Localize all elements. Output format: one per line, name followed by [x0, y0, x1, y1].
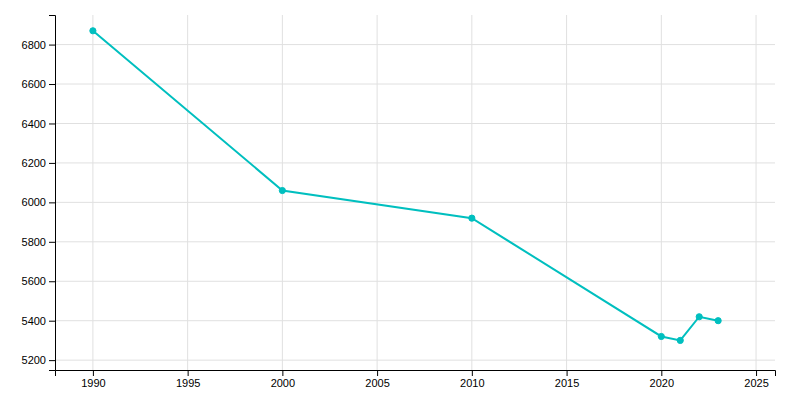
tick: 5400: [22, 315, 55, 327]
tick-label: 1990: [81, 377, 105, 389]
tick: 2015: [555, 370, 579, 389]
tick-label: 6800: [22, 39, 46, 51]
grid-line: [55, 241, 775, 242]
tick-mark: [49, 281, 55, 282]
tick-label: 2020: [650, 377, 674, 389]
grid-line: [55, 281, 775, 282]
tick-label: 5800: [22, 236, 46, 248]
plot-area: 1990 1995 2000 2005 2010 2015 2020 2025 5200 5400…: [22, 15, 776, 389]
tick-label: 2025: [744, 377, 768, 389]
tick-mark: [472, 370, 473, 376]
tick: 5800: [22, 236, 55, 248]
point: [90, 28, 96, 34]
tick-mark: [377, 370, 378, 376]
tick: 6400: [22, 117, 55, 129]
tick-mark: [49, 45, 55, 46]
tick-label: 6400: [22, 117, 46, 129]
grid-line: [661, 15, 662, 370]
tick-mark: [661, 370, 662, 376]
tick: 5200: [22, 354, 55, 366]
grid-line: [55, 123, 775, 124]
tick-mark: [756, 370, 757, 376]
line: [93, 31, 718, 341]
tick-label: 6000: [22, 196, 46, 208]
point: [469, 215, 475, 221]
tick-mark: [49, 242, 55, 243]
tick-mark: [93, 370, 94, 376]
grid-line: [55, 320, 775, 321]
chart: 1990 1995 2000 2005 2010 2015 2020 2025 5200 5400…: [0, 0, 800, 400]
grid-line: [55, 84, 775, 85]
tick-mark: [188, 370, 189, 376]
tick: 2020: [650, 370, 674, 389]
tick: 5600: [22, 275, 55, 287]
tick-label: 2005: [365, 377, 389, 389]
tick: 1995: [176, 370, 200, 389]
point: [677, 337, 683, 343]
tick-mark: [567, 370, 568, 376]
point: [715, 318, 721, 324]
tick-label: 1995: [176, 377, 200, 389]
tick-label: 2015: [555, 377, 579, 389]
grid-line: [92, 15, 93, 370]
tick-label: 6200: [22, 157, 46, 169]
tick: 2000: [271, 370, 295, 389]
point: [696, 314, 702, 320]
grid-line: [55, 44, 775, 45]
grid-line: [566, 15, 567, 370]
tick: 1990: [81, 370, 105, 389]
tick: 6200: [22, 157, 55, 169]
point: [658, 333, 664, 339]
grid-line: [55, 360, 775, 361]
tick-mark: [49, 163, 55, 164]
tick: 6800: [22, 39, 55, 51]
tick: 6600: [22, 78, 55, 90]
tick-mark: [49, 321, 55, 322]
tick: 2025: [744, 370, 768, 389]
grid-line: [471, 15, 472, 370]
tick-label: 2000: [271, 377, 295, 389]
tick-mark: [49, 202, 55, 203]
axis-line: [56, 371, 776, 377]
grid-line: [187, 15, 188, 370]
tick-label: 6600: [22, 78, 46, 90]
tick-mark: [282, 370, 283, 376]
grid-line: [55, 162, 775, 163]
tick: 6000: [22, 196, 55, 208]
tick: 2005: [365, 370, 389, 389]
tick-label: 5400: [22, 315, 46, 327]
tick-mark: [49, 123, 55, 124]
point: [279, 187, 285, 193]
grid-line: [377, 15, 378, 370]
marks: [90, 28, 721, 344]
axis-line: [49, 16, 56, 371]
tick-label: 5600: [22, 275, 46, 287]
grid-line: [756, 15, 757, 370]
grid-line: [55, 202, 775, 203]
tick: 2010: [460, 370, 484, 389]
tick-label: 5200: [22, 354, 46, 366]
tick-mark: [49, 360, 55, 361]
tick-label: 2010: [460, 377, 484, 389]
grid: [55, 15, 775, 370]
tick-mark: [49, 84, 55, 85]
y-axis: 5200 5400 5600 5800 6000 6200 6400 6600 6800: [22, 16, 56, 371]
x-axis: 1990 1995 2000 2005 2010 2015 2020 2025: [56, 370, 776, 389]
